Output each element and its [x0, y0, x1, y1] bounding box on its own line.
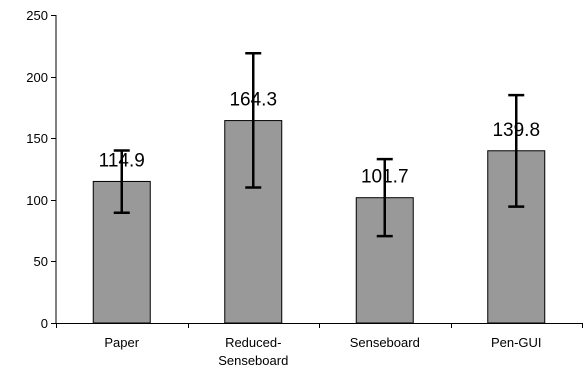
x-category-label: Pen-GUI — [491, 335, 542, 350]
y-tick-label: 250 — [26, 8, 48, 23]
x-category-label: Reduced-Senseboard — [218, 335, 288, 368]
error-bar — [245, 51, 262, 189]
y-tick-label: 100 — [26, 193, 48, 208]
bars — [92, 120, 546, 324]
y-tick-label: 0 — [41, 316, 48, 331]
error-bar — [508, 93, 525, 208]
data-label: 139.8 — [492, 120, 540, 141]
data-labels: 114.9 164.3 101.7 139.8 — [99, 90, 540, 188]
y-tick-label: 150 — [26, 131, 48, 146]
error-bar — [376, 157, 393, 238]
data-label: 114.9 — [99, 150, 145, 171]
y-tick-label: 200 — [26, 70, 48, 85]
data-label: 164.3 — [229, 90, 277, 111]
x-category-label: Paper — [104, 335, 139, 350]
y-tick-label: 50 — [34, 254, 48, 269]
error-bars — [113, 51, 525, 238]
x-axis: Paper Reduced-Senseboard Senseboard Pen-GUI — [56, 323, 583, 368]
data-label: 101.7 — [361, 167, 409, 188]
x-category-label: Senseboard — [350, 335, 420, 350]
y-axis: 0 50 100 150 200 250 — [26, 8, 57, 331]
error-bar — [113, 149, 130, 214]
